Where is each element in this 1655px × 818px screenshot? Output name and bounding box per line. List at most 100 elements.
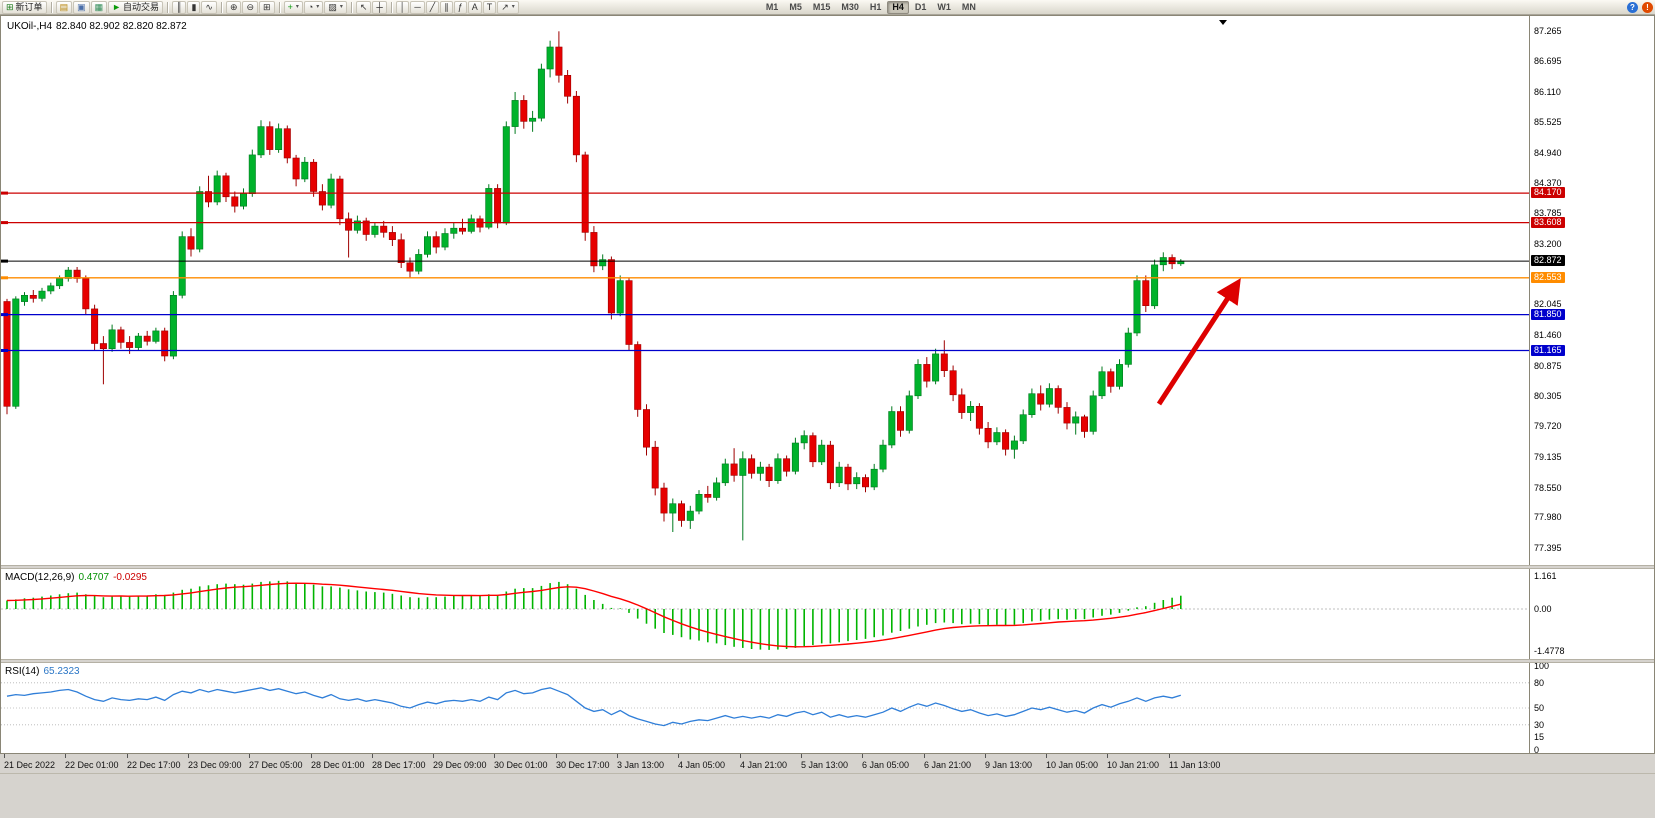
new-order-button[interactable]: ⊞ 新订单 — [2, 0, 47, 14]
price-axis-label: 83.200 — [1534, 239, 1562, 249]
rsi-label: RSI(14) 65.2323 — [5, 666, 84, 677]
toolbar-separator — [220, 1, 222, 13]
horizontal-level-lines[interactable] — [1, 191, 1529, 352]
timeframe-m15-button[interactable]: M15 — [812, 1, 831, 12]
price-axis-label: 82.045 — [1534, 299, 1562, 309]
line-chart-button[interactable]: ∿ — [201, 0, 217, 14]
timeframe-mn-button[interactable]: MN — [961, 1, 976, 12]
zoom-out-button[interactable]: ⊖ — [242, 0, 259, 14]
time-axis-label: 3 Jan 13:00 — [617, 760, 665, 770]
panel-divider-macd[interactable] — [1, 565, 1654, 569]
profiles-button[interactable]: ▣ — [73, 0, 90, 14]
autotrading-icon: ► — [112, 1, 122, 12]
candlestick-chart-icon: ▮ — [191, 1, 197, 12]
price-axis-label: 77.395 — [1534, 543, 1562, 553]
panel-divider-rsi[interactable] — [1, 659, 1654, 663]
horizontal-line-button[interactable]: ─ — [410, 0, 425, 14]
time-axis-label: 5 Jan 13:00 — [801, 760, 849, 770]
timeframe-m30-button[interactable]: M30 — [841, 1, 859, 12]
arrows-button[interactable]: ↗ ▾ — [497, 0, 519, 14]
channel-button[interactable]: ∥ — [440, 0, 453, 14]
time-axis-label: 11 Jan 13:00 — [1169, 760, 1221, 770]
charts-button[interactable]: ▤ — [55, 0, 73, 14]
timeframe-h4-button[interactable]: H4 — [887, 0, 909, 14]
trendline-button[interactable]: ╱ — [425, 0, 440, 14]
alerts-button[interactable]: ! — [1642, 1, 1653, 13]
horizontal-line-icon: ─ — [414, 1, 421, 12]
price-axis-label: 83.785 — [1534, 208, 1562, 218]
macd-name: MACD(12,26,9) — [5, 572, 75, 583]
main-toolbar: ⊞ 新订单 ▤ ▣ ▦ ► 自动交易 ║ ▮ ∿ ⊕ ⊖ ⊞ + ▾ ◔ ▾ ▨ ▾ ↖ ┼ │ ─ ╱ ∥ ƒ A T ↗ ▾ M1 M5 M… — [0, 0, 1655, 15]
time-axis-label: 22 Dec 17:00 — [127, 760, 181, 770]
timeframe-m1-button[interactable]: M1 — [765, 1, 779, 12]
price-tag-81-850: 81.850 — [1531, 309, 1565, 320]
price-axis-label: 84.940 — [1534, 148, 1562, 158]
vertical-line-button[interactable]: │ — [395, 0, 410, 14]
time-axis-label: 23 Dec 09:00 — [188, 760, 242, 770]
rsi-indicator-panel[interactable] — [1, 663, 1529, 753]
bar-chart-button[interactable]: ║ — [172, 0, 187, 14]
add-indicator-button[interactable]: + ▾ — [283, 0, 303, 14]
macd-indicator-panel[interactable] — [1, 569, 1529, 659]
channel-icon: ∥ — [444, 1, 449, 12]
profiles-icon: ▣ — [77, 1, 86, 12]
price-axis-label: 80.305 — [1534, 391, 1562, 401]
text-button[interactable]: A — [467, 0, 482, 14]
cursor-icon: ↖ — [359, 1, 368, 12]
timeframe-h1-button[interactable]: H1 — [869, 1, 882, 12]
zoom-in-button[interactable]: ⊕ — [225, 0, 242, 14]
timeframe-w1-button[interactable]: W1 — [937, 1, 951, 12]
toolbar-separator — [390, 1, 392, 13]
time-axis-label: 21 Dec 2022 — [4, 760, 56, 770]
chevron-down-icon: ▾ — [295, 4, 299, 10]
timeframe-d1-button[interactable]: D1 — [914, 1, 927, 12]
chevron-down-icon: ▾ — [339, 4, 343, 10]
time-axis[interactable]: 21 Dec 2022 22 Dec 01:00 22 Dec 17:00 23 De… — [0, 754, 1655, 774]
time-axis-label: 9 Jan 13:00 — [985, 760, 1033, 770]
market-watch-button[interactable]: ▦ — [90, 0, 108, 14]
time-axis-tick — [311, 754, 312, 758]
rsi-axis-label: 30 — [1534, 720, 1545, 730]
main-price-chart[interactable] — [1, 16, 1529, 565]
price-axis-label: 79.135 — [1534, 452, 1562, 462]
time-axis-label: 27 Dec 05:00 — [249, 760, 303, 770]
text-label-button[interactable]: T — [482, 0, 497, 14]
time-axis-tick — [985, 754, 986, 758]
time-axis-label: 10 Jan 05:00 — [1046, 760, 1099, 770]
autotrading-button[interactable]: ► 自动交易 — [108, 0, 164, 14]
rsi-name: RSI(14) — [5, 666, 40, 677]
macd-signal-value: -0.0295 — [113, 572, 147, 583]
time-axis-tick — [127, 754, 128, 758]
candlestick-chart-button[interactable]: ▮ — [187, 0, 201, 14]
templates-button[interactable]: ▨ ▾ — [324, 0, 347, 14]
text-label-icon: T — [486, 1, 493, 12]
current-bar-marker — [1219, 20, 1227, 25]
time-axis-tick — [740, 754, 741, 758]
rsi-line — [6, 687, 1181, 727]
price-axis[interactable]: 87.265 86.695 86.110 85.525 84.940 84.370 83.7… — [1529, 16, 1654, 755]
rsi-value: 65.2323 — [43, 666, 80, 677]
timeframe-m5-button[interactable]: M5 — [789, 1, 802, 12]
time-axis-tick — [65, 754, 66, 758]
ohlc-values: 82.840 82.902 82.820 82.872 — [56, 21, 187, 32]
crosshair-button[interactable]: ┼ — [372, 0, 387, 14]
rsi-axis-label: 0 — [1534, 745, 1540, 755]
annotation-arrow[interactable] — [1156, 278, 1241, 406]
fibonacci-button[interactable]: ƒ — [453, 0, 467, 14]
tile-windows-icon: ⊞ — [263, 1, 271, 12]
add-indicator-icon: + — [287, 1, 293, 12]
trendline-icon: ╱ — [429, 1, 436, 12]
macd-axis-label: 1.161 — [1534, 571, 1557, 581]
chart-window[interactable]: UKOil-,H4 82.840 82.902 82.820 82.872 MAC… — [0, 15, 1655, 755]
help-button[interactable]: ? — [1627, 1, 1638, 13]
time-axis-tick — [617, 754, 618, 758]
candles-group — [3, 31, 1185, 541]
periods-button[interactable]: ◔ ▾ — [303, 0, 324, 14]
price-tag-81-165: 81.165 — [1531, 345, 1565, 356]
tile-windows-button[interactable]: ⊞ — [259, 0, 275, 14]
arrows-icon: ↗ — [501, 1, 509, 12]
cursor-button[interactable]: ↖ — [355, 0, 372, 14]
price-axis-label: 81.460 — [1534, 330, 1562, 340]
time-axis-tick — [801, 754, 802, 758]
